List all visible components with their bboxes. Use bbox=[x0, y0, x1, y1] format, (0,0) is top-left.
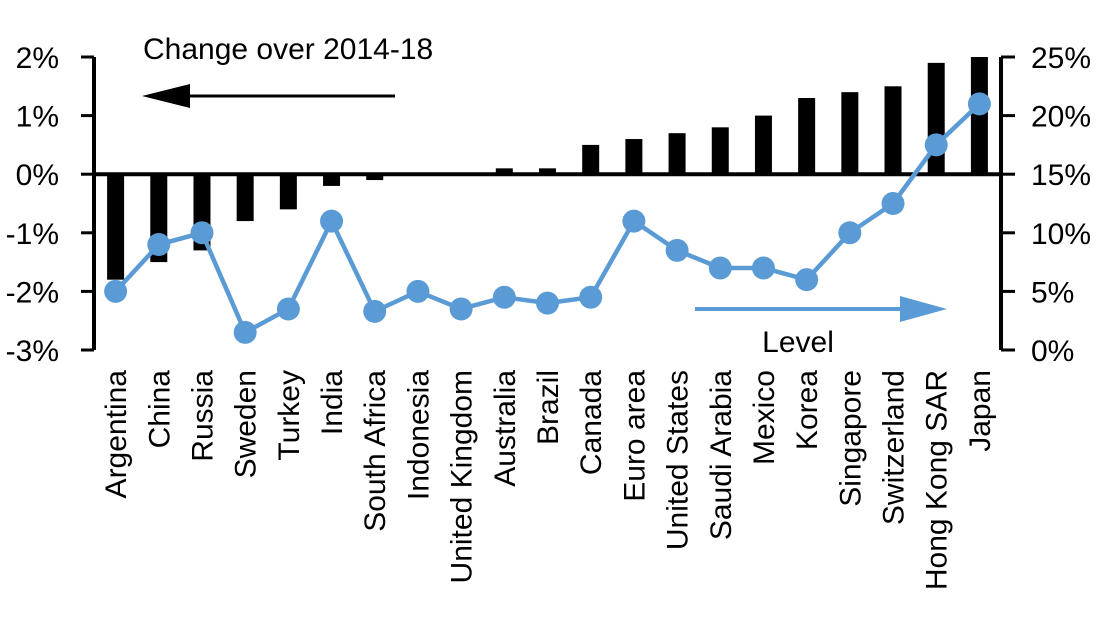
marker-japan bbox=[967, 92, 991, 116]
category-label-hong-kong-sar: Hong Kong SAR bbox=[921, 370, 954, 590]
right-axis-tick-label: 20% bbox=[1031, 101, 1091, 134]
category-label-china: China bbox=[143, 370, 176, 449]
bar-switzerland bbox=[884, 86, 902, 175]
right-axis-tick-label: 5% bbox=[1031, 276, 1074, 309]
level-right-arrow-icon bbox=[900, 296, 947, 322]
marker-canada bbox=[579, 285, 603, 309]
marker-switzerland bbox=[881, 192, 905, 215]
marker-china bbox=[147, 233, 171, 257]
category-label-brazil: Brazil bbox=[532, 370, 565, 445]
bar-japan bbox=[970, 57, 988, 175]
category-label-turkey: Turkey bbox=[273, 370, 306, 461]
marker-euro-area bbox=[622, 209, 646, 233]
marker-argentina bbox=[104, 279, 128, 303]
marker-korea bbox=[795, 268, 819, 292]
bar-india bbox=[323, 174, 341, 186]
category-label-united-kingdom: United Kingdom bbox=[446, 370, 479, 583]
marker-sweden bbox=[233, 320, 257, 344]
category-label-united-states: United States bbox=[662, 370, 695, 550]
category-label-sweden: Sweden bbox=[230, 370, 263, 478]
category-label-singapore: Singapore bbox=[834, 370, 867, 507]
bar-brazil bbox=[539, 168, 556, 175]
left-axis-tick-label: -2% bbox=[6, 276, 59, 309]
left-axis-tick-label: -3% bbox=[6, 335, 59, 368]
category-label-euro-area: Euro area bbox=[618, 370, 651, 502]
marker-indonesia bbox=[406, 279, 430, 303]
right-axis-tick-label: 15% bbox=[1031, 159, 1091, 192]
marker-india bbox=[320, 209, 344, 233]
marker-australia bbox=[492, 285, 516, 309]
left-axis-tick-label: -1% bbox=[6, 218, 59, 251]
bar-canada bbox=[582, 144, 600, 175]
marker-south-africa bbox=[363, 299, 387, 323]
category-label-australia: Australia bbox=[489, 370, 522, 487]
marker-united-kingdom bbox=[449, 297, 473, 321]
marker-mexico bbox=[751, 256, 775, 280]
bar-singapore bbox=[841, 92, 859, 175]
bar-argentina bbox=[107, 174, 125, 280]
category-label-mexico: Mexico bbox=[748, 370, 781, 465]
marker-brazil bbox=[536, 291, 559, 315]
marker-turkey bbox=[276, 297, 300, 321]
category-label-korea: Korea bbox=[791, 370, 824, 450]
right-axis-tick-label: 0% bbox=[1031, 335, 1074, 368]
left-axis-tick-label: 1% bbox=[16, 101, 59, 134]
bar-hong-kong-sar bbox=[927, 62, 945, 175]
left-axis-tick-label: 2% bbox=[16, 42, 59, 75]
bar-saudi-arabia bbox=[711, 127, 729, 175]
category-label-india: India bbox=[316, 370, 349, 435]
bar-sweden bbox=[236, 174, 254, 222]
category-label-canada: Canada bbox=[575, 370, 608, 475]
category-label-japan: Japan bbox=[964, 370, 997, 452]
bar-mexico bbox=[754, 115, 772, 175]
category-label-russia: Russia bbox=[186, 370, 219, 462]
category-label-indonesia: Indonesia bbox=[402, 370, 435, 500]
bar-united-states bbox=[668, 133, 686, 175]
right-axis-tick-label: 10% bbox=[1031, 218, 1091, 251]
bar-australia bbox=[495, 168, 513, 175]
bar-south-africa bbox=[366, 174, 384, 181]
marker-saudi-arabia bbox=[708, 256, 732, 280]
right-axis-tick-label: 25% bbox=[1031, 42, 1091, 75]
line-series-annotation-label: Level bbox=[762, 326, 834, 359]
marker-hong-kong-sar bbox=[924, 133, 948, 157]
category-label-argentina: Argentina bbox=[100, 370, 133, 499]
bar-turkey bbox=[279, 174, 297, 210]
bar-euro-area bbox=[625, 139, 643, 175]
change-left-arrow-icon bbox=[142, 84, 190, 108]
marker-singapore bbox=[838, 221, 862, 245]
marker-russia bbox=[190, 221, 214, 245]
category-label-saudi-arabia: Saudi Arabia bbox=[705, 370, 738, 540]
left-axis-tick-label: 0% bbox=[16, 159, 59, 192]
bar-series-annotation-label: Change over 2014-18 bbox=[143, 33, 434, 66]
category-label-south-africa: South Africa bbox=[359, 370, 392, 532]
marker-united-states bbox=[665, 238, 689, 262]
category-label-switzerland: Switzerland bbox=[878, 370, 911, 525]
bar-korea bbox=[798, 98, 816, 175]
